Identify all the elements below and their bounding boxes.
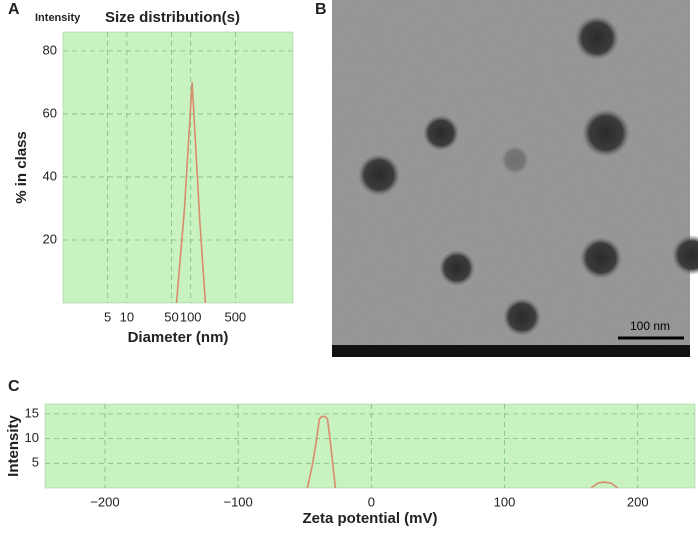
panel-label: C bbox=[8, 378, 20, 395]
x-tick-label: 500 bbox=[224, 309, 246, 324]
x-tick-label: 0 bbox=[368, 494, 375, 509]
x-axis-label: Zeta potential (mV) bbox=[302, 510, 437, 527]
micrograph: 100 nm bbox=[332, 0, 698, 357]
y-tick-label: 5 bbox=[32, 455, 39, 470]
plot-area bbox=[44, 403, 696, 489]
scale-bar-label: 100 nm bbox=[630, 319, 670, 333]
plot-area bbox=[62, 31, 294, 304]
x-tick-label: 100 bbox=[180, 309, 202, 324]
y-tick-label: 20 bbox=[43, 231, 57, 246]
y-tick-label: 15 bbox=[25, 405, 39, 420]
x-tick-label: 200 bbox=[627, 494, 649, 509]
x-tick-label: 50 bbox=[164, 309, 178, 324]
y-axis-label: % in class bbox=[13, 131, 30, 204]
annotation: Intensity bbox=[35, 12, 81, 24]
data-line bbox=[306, 415, 619, 489]
panel-label: A bbox=[8, 1, 20, 18]
x-axis-label: Diameter (nm) bbox=[128, 329, 229, 346]
x-tick-label: 100 bbox=[494, 494, 516, 509]
chart-title: Size distribution(s) bbox=[105, 9, 240, 26]
y-axis-label: Intensity bbox=[5, 415, 22, 477]
panel-label: B bbox=[315, 1, 327, 18]
x-tick-label: −200 bbox=[90, 494, 119, 509]
y-tick-label: 40 bbox=[43, 168, 57, 183]
x-tick-label: 5 bbox=[104, 309, 111, 324]
x-tick-label: −100 bbox=[223, 494, 252, 509]
x-tick-label: 10 bbox=[120, 309, 134, 324]
y-tick-label: 80 bbox=[43, 42, 57, 57]
y-tick-label: 60 bbox=[43, 105, 57, 120]
data-line bbox=[175, 82, 207, 304]
y-tick-label: 10 bbox=[25, 430, 39, 445]
